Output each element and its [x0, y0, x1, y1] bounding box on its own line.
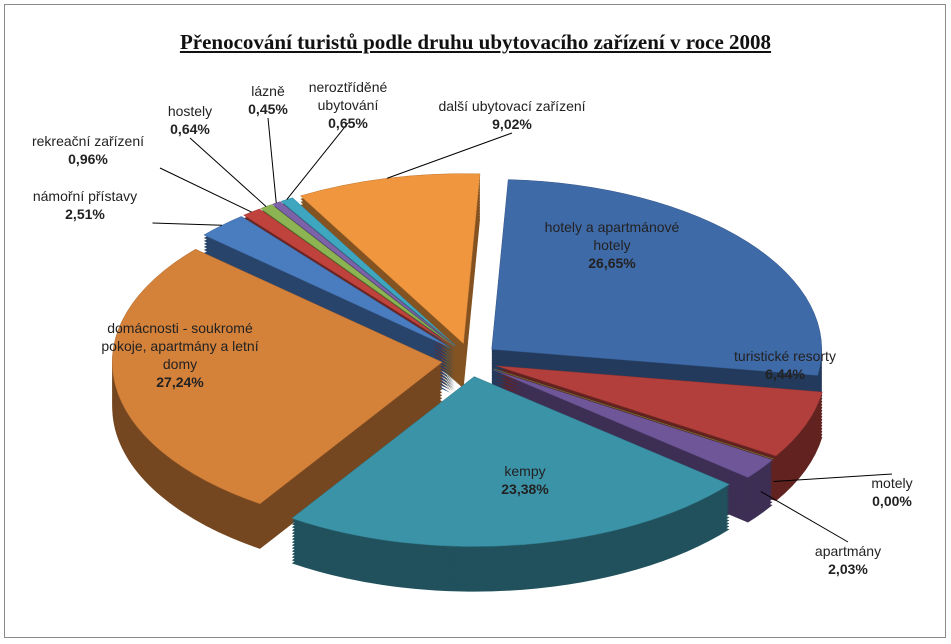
leader-line [152, 222, 222, 226]
slice-label: kempy 23,38% [475, 462, 575, 498]
slice-label: hostely 0,64% [150, 102, 230, 138]
chart-frame [4, 4, 946, 638]
leader-line [387, 132, 513, 179]
slice-label: apartmány 2,03% [798, 542, 898, 578]
value-label: 23,38% [501, 481, 549, 497]
value-label: 0,65% [328, 115, 368, 131]
pie-slice [260, 204, 455, 347]
value-label: 9,02% [492, 116, 532, 132]
slice-label: domácnosti - soukromé pokoje, apartmány … [95, 319, 265, 391]
leader-line [286, 122, 349, 200]
value-label: 6,44% [765, 366, 805, 382]
leader-line [773, 473, 893, 483]
category-label: hotely a apartmánové hotely [544, 219, 680, 253]
leader-line [189, 137, 267, 207]
value-label: 2,03% [828, 561, 868, 577]
chart-title: Přenocování turistů podle druhu ubytovac… [179, 30, 772, 54]
pie-slice [491, 179, 822, 376]
category-label: další ubytovací zařízení [438, 98, 586, 114]
slice-label: motely 0,00% [852, 474, 932, 510]
category-label: domácnosti - soukromé pokoje, apartmány … [101, 320, 259, 372]
pie-slice [492, 369, 774, 478]
slice-label: turistické resorty 6,44% [705, 347, 865, 383]
value-label: 0,64% [170, 121, 210, 137]
leader-line [760, 491, 849, 543]
slice-label: neroztříděné ubytování 0,65% [293, 78, 403, 132]
category-label: apartmány [814, 543, 882, 559]
pie-slice [243, 208, 454, 347]
category-label: námořní přístavy [32, 188, 138, 204]
pie-slice [291, 376, 730, 547]
value-label: 2,51% [65, 206, 105, 222]
category-label: kempy [504, 463, 546, 479]
pie-slice [203, 216, 451, 349]
category-label: rekreační zařízení [31, 133, 145, 149]
value-label: 0,96% [68, 151, 108, 167]
slice-label: hotely a apartmánové hotely 26,65% [537, 218, 687, 272]
value-label: 0,00% [872, 493, 912, 509]
slice-label: další ubytovací zařízení 9,02% [437, 97, 587, 133]
pie-slice [496, 365, 823, 457]
leader-line [159, 167, 252, 213]
slice-label: rekreační zařízení 0,96% [8, 132, 168, 168]
category-label: lázně [251, 83, 285, 99]
pie-slice [111, 248, 443, 505]
value-label: 27,24% [156, 374, 204, 390]
slice-label: námořní přístavy 2,51% [10, 187, 160, 223]
category-label: turistické resorty [734, 348, 836, 364]
category-label: hostely [167, 103, 213, 119]
category-label: neroztříděné ubytování [308, 79, 388, 113]
category-label: motely [871, 475, 913, 491]
slice-label: lázně 0,45% [238, 82, 298, 118]
value-label: 0,45% [248, 101, 288, 117]
pie-slice [271, 201, 456, 347]
leader-line [267, 117, 277, 203]
value-label: 26,65% [588, 255, 636, 271]
